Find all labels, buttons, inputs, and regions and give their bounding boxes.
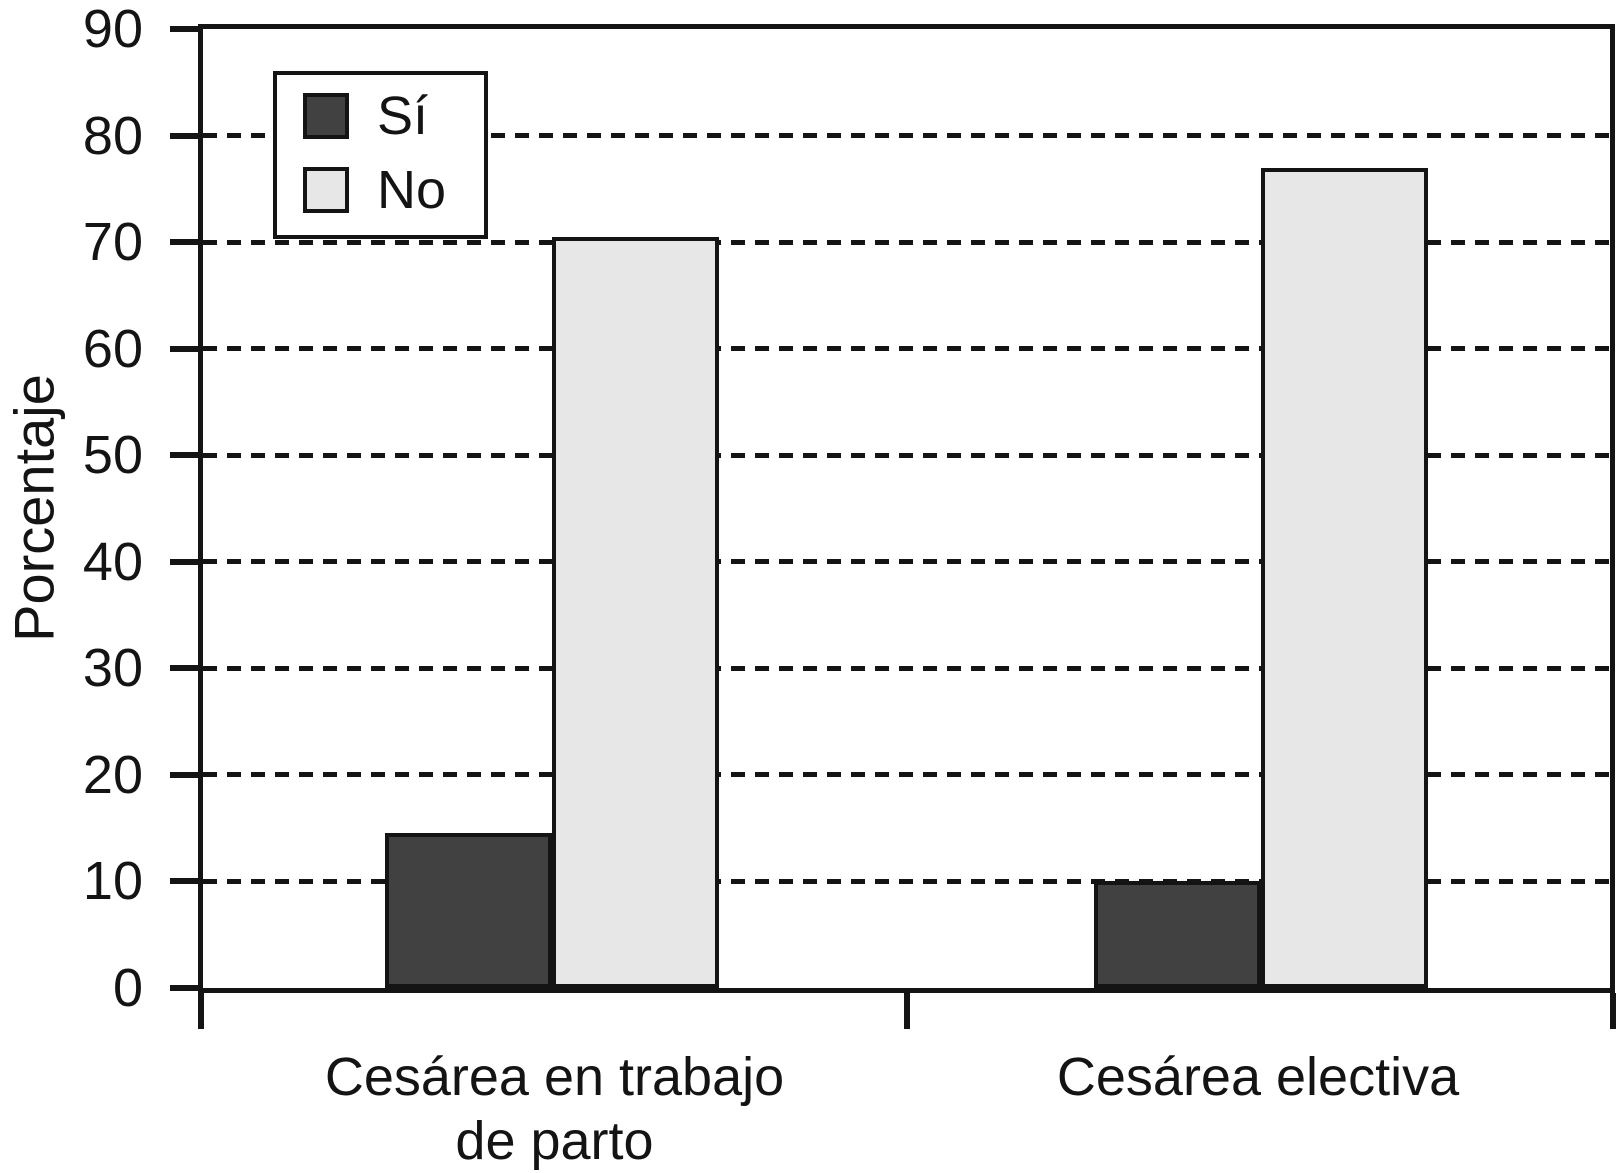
y-tick-label-10: 10 xyxy=(82,851,143,912)
legend-label-si: Sí xyxy=(377,86,429,146)
x-axis-tick-middle xyxy=(904,993,910,1029)
bar-group1-no xyxy=(551,237,719,988)
y-tick-label-90: 90 xyxy=(82,0,143,59)
y-tick-30 xyxy=(170,665,198,672)
gridline-10 xyxy=(203,878,1610,884)
x-axis-tick-left xyxy=(198,993,204,1029)
x-axis-tick-right xyxy=(1610,993,1616,1029)
gridline-30 xyxy=(203,665,1610,671)
plot-area: Sí No 0 10 20 30 40 50 60 70 80 90 Cesárea en traba… xyxy=(83,0,1616,1171)
x-category-label-line: Cesárea en trabajo xyxy=(324,1047,785,1107)
gridline-80 xyxy=(203,133,1610,139)
y-tick-label-20: 20 xyxy=(82,744,143,805)
y-tick-label-50: 50 xyxy=(82,425,143,486)
y-tick-10 xyxy=(170,878,198,885)
gridline-50 xyxy=(203,452,1610,458)
y-tick-60 xyxy=(170,345,198,352)
legend-swatch-si xyxy=(303,93,349,139)
y-tick-20 xyxy=(170,771,198,778)
y-tick-70 xyxy=(170,239,198,246)
gridline-70 xyxy=(203,239,1610,245)
legend-swatch-no xyxy=(303,167,349,213)
y-tick-90 xyxy=(170,26,198,32)
gridline-60 xyxy=(203,346,1610,352)
legend-item-no: No xyxy=(303,153,484,227)
legend-label-no: No xyxy=(377,160,447,220)
y-tick-80 xyxy=(170,132,198,139)
legend: Sí No xyxy=(273,71,488,239)
y-tick-label-60: 60 xyxy=(82,318,143,379)
y-tick-label-80: 80 xyxy=(82,105,143,166)
gridline-20 xyxy=(203,772,1610,778)
y-tick-label-70: 70 xyxy=(82,212,143,273)
x-category-label-line: Cesárea electiva xyxy=(1056,1047,1460,1107)
x-category-label-2: Cesárea electiva xyxy=(907,1045,1610,1109)
bar-group1-si xyxy=(384,833,552,988)
x-category-label-line: de parto xyxy=(455,1111,654,1171)
y-tick-50 xyxy=(170,452,198,459)
bar-group2-si xyxy=(1094,881,1262,988)
y-tick-0 xyxy=(170,985,198,991)
y-axis-title: Porcentaje xyxy=(2,374,66,642)
y-tick-label-40: 40 xyxy=(82,531,143,592)
y-tick-40 xyxy=(170,558,198,565)
y-tick-label-0: 0 xyxy=(112,958,143,1018)
gridline-40 xyxy=(203,559,1610,565)
y-tick-label-30: 30 xyxy=(82,638,143,699)
bar-group2-no xyxy=(1261,168,1429,988)
x-category-label-1: Cesárea en trabajo de parto xyxy=(203,1045,906,1173)
legend-item-si: Sí xyxy=(303,79,484,153)
